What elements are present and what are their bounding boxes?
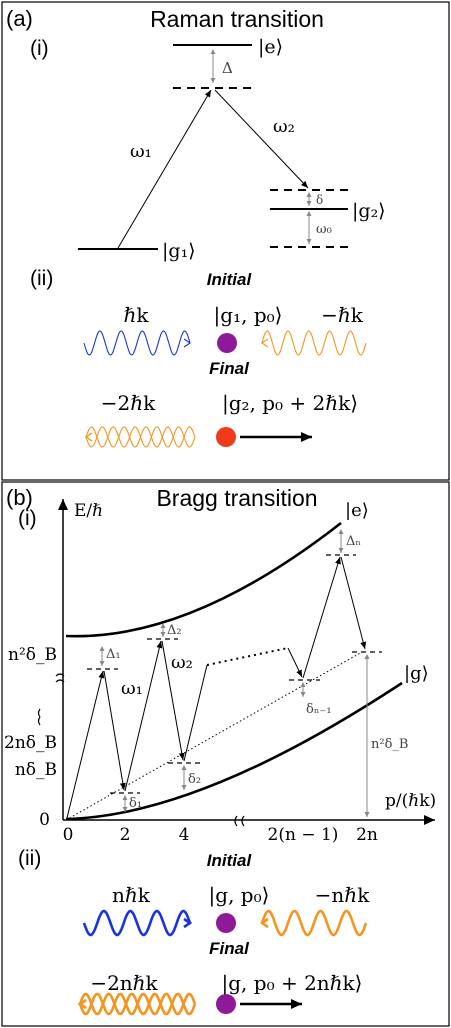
y-tick-2n: 2nδ_B <box>4 733 57 753</box>
y-break-bottom <box>37 708 41 726</box>
Deltan-label: Δₙ <box>346 534 361 549</box>
omega2-label: ω₂ <box>273 116 295 137</box>
x-tick-2n: 2n <box>356 825 378 845</box>
state-final-a: |g₂, p₀ + 2ℏk⟩ <box>222 391 358 416</box>
y-tick-n2: n²δ_B <box>8 645 57 665</box>
atom-initial-b <box>216 913 236 933</box>
delta2-label: δ₂ <box>188 772 201 787</box>
ket-g2-label: |g₂⟩ <box>352 200 386 222</box>
omega1-arrow <box>117 89 212 249</box>
bragg-down-2 <box>161 640 185 761</box>
initial-label-b: Initial <box>207 851 253 870</box>
bragg-up-1 <box>66 670 105 819</box>
panel-a-sub-ii: (ii) <box>30 267 53 290</box>
dotted-gap <box>206 647 289 666</box>
orange-double-wave-a <box>85 426 196 448</box>
panel-b-frame <box>1 481 450 1027</box>
blue-wave-a <box>83 330 191 356</box>
y-axis-label: E/ℏ <box>74 501 103 521</box>
state-final-b: |g, p₀ + 2nℏk⟩ <box>222 971 363 996</box>
bragg-up-2 <box>124 640 163 792</box>
Delta1-label: Δ₁ <box>106 647 121 662</box>
ket-g1-label: |g₁⟩ <box>162 240 196 262</box>
y-break-top <box>55 673 65 683</box>
orange-double-wave-b <box>77 992 197 1016</box>
state-initial-a: |g₁, p₀⟩ <box>214 303 283 328</box>
state-initial-b: |g, p₀⟩ <box>209 883 270 908</box>
x-tick-2n1: 2(n − 1) <box>268 825 339 845</box>
ket-e-label-b: |e⟩ <box>345 500 369 521</box>
detuning-label: Δ <box>222 59 233 77</box>
n2dB-right-label: n²δ_B <box>371 737 408 752</box>
bragg-down-1 <box>103 670 126 791</box>
final-label-b: Final <box>209 939 250 958</box>
panel-a-title: Raman transition <box>150 6 324 32</box>
panel-a-sub-i: (i) <box>30 37 49 60</box>
small-delta-label: δ <box>316 193 323 207</box>
x-axis-label: p/(ℏk) <box>385 791 436 811</box>
initial-label-a: Initial <box>207 270 253 289</box>
y-tick-n: nδ_B <box>15 760 57 780</box>
hk-final-label: −2ℏk <box>101 391 156 415</box>
panel-a-tag: (a) <box>6 6 33 31</box>
parabola-g <box>65 681 403 821</box>
omega2-label-b: ω₂ <box>171 652 193 673</box>
final-label-a: Final <box>209 359 250 378</box>
bragg-up-n <box>302 556 341 679</box>
omega2-arrow <box>214 89 309 189</box>
panel-b-tag: (b) <box>6 485 33 510</box>
hk-right-label: −ℏk <box>321 303 364 327</box>
ket-g-label-b: |g⟩ <box>404 663 429 684</box>
panel-a-frame <box>1 1 450 481</box>
nhk-left-label: nℏk <box>112 883 151 907</box>
panel-b-title: Bragg transition <box>156 485 317 511</box>
y-tick-0: 0 <box>39 810 50 830</box>
x-break <box>234 815 245 827</box>
panel-a: (a) Raman transition (i) |e⟩ Δ |g₁⟩ |g₂⟩… <box>1 1 450 481</box>
orange-wave-b <box>259 909 368 937</box>
atom-initial-a <box>217 333 237 353</box>
delta1-label: δ₁ <box>129 796 142 811</box>
parabola-e <box>65 521 342 638</box>
omega1-label: ω₁ <box>130 141 152 162</box>
atom-final-b <box>216 994 236 1014</box>
panel-b-sub-i: (i) <box>18 507 37 530</box>
atom-final-a <box>216 427 236 447</box>
x-tick-4: 4 <box>179 825 190 845</box>
bragg-up-3 <box>183 664 208 762</box>
nhk-right-label: −nℏk <box>315 883 371 907</box>
omega1-label-b: ω₁ <box>121 678 143 699</box>
dotted-reference <box>65 651 363 821</box>
bragg-down-n <box>340 556 367 650</box>
x-tick-2: 2 <box>120 825 131 845</box>
deltan1-label: δₙ₋₁ <box>306 702 332 717</box>
bragg-down-n1 <box>287 647 303 678</box>
hk-left-label: ℏk <box>124 303 150 327</box>
orange-wave-a <box>261 330 367 356</box>
panel-b-sub-ii: (ii) <box>18 847 41 870</box>
ket-e-label: |e⟩ <box>258 36 283 58</box>
blue-wave-b <box>82 909 193 937</box>
x-tick-0: 0 <box>63 825 74 845</box>
nhk-final-label: −2nℏk <box>90 971 158 995</box>
Delta2-label: Δ₂ <box>167 623 182 638</box>
panel-b: (b) Bragg transition (i) E/ℏ p/(ℏk) |e⟩ … <box>1 481 450 1027</box>
omega0-label: ω₀ <box>316 222 332 237</box>
